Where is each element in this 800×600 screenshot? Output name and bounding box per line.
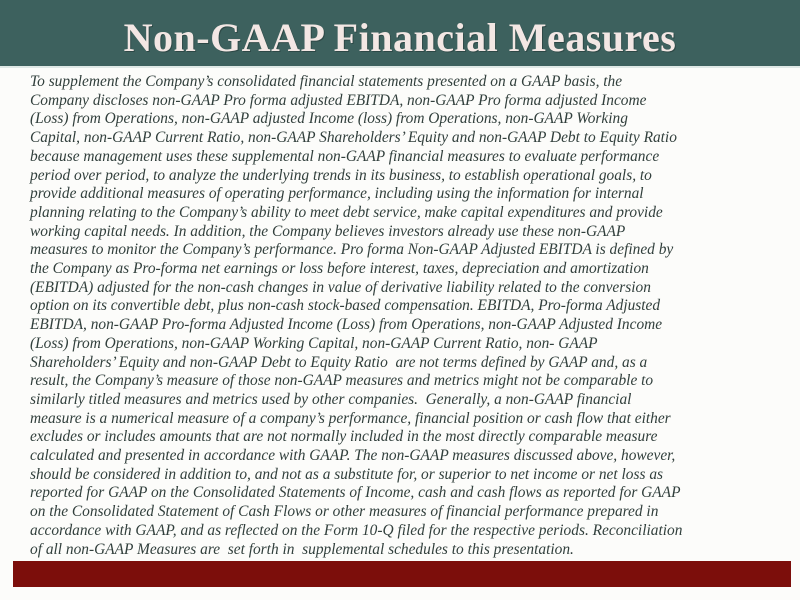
footer-accent-bar (13, 561, 791, 587)
body-line: option on its convertible debt, plus non… (30, 297, 661, 315)
body-line: accordance with GAAP, and as reflected o… (30, 521, 683, 539)
body-line: Company discloses non-GAAP Pro forma adj… (30, 91, 647, 109)
body-line: To supplement the Company’s consolidated… (30, 73, 623, 90)
body-line: excludes or includes amounts that are no… (30, 428, 658, 446)
body-line: (EBITDA) adjusted for the non-cash chang… (30, 278, 651, 296)
body-line: on the Consolidated Statement of Cash Fl… (30, 503, 659, 521)
body-line: result, the Company’s measure of those n… (30, 372, 654, 390)
body-line: provide additional measures of operating… (30, 185, 644, 203)
slide-title: Non-GAAP Financial Measures (123, 15, 677, 60)
body-line: of all non-GAAP Measures are set forth i… (30, 540, 574, 558)
body-line: reported for GAAP on the Consolidated St… (30, 484, 681, 502)
body-line: should be considered in addition to, and… (30, 465, 663, 483)
title-bar: Non-GAAP Financial Measures (0, 0, 800, 68)
body-line: Capital, non-GAAP Current Ratio, non-GAA… (30, 129, 677, 147)
body-line: Shareholders’ Equity and non-GAAP Debt t… (30, 353, 648, 371)
body-line: because management uses these supplement… (30, 147, 660, 165)
body-line: (Loss) from Operations, non-GAAP Working… (30, 334, 598, 352)
body-line: measures to monitor the Company’s perfor… (30, 241, 674, 259)
body-line: the Company as Pro-forma net earnings or… (30, 260, 649, 278)
body-line: similarly titled measures and metrics us… (30, 390, 632, 408)
body-line: period over period, to analyze the under… (30, 166, 652, 184)
body-line: (Loss) from Operations, non-GAAP adjuste… (30, 110, 628, 128)
body-line: measure is a numerical measure of a comp… (30, 409, 671, 427)
body-line: EBITDA, non-GAAP Pro-forma Adjusted Inco… (30, 316, 663, 334)
body-line: calculated and presented in accordance w… (30, 447, 676, 465)
body-line: planning relating to the Company’s abili… (30, 203, 663, 221)
body-text: To supplement the Company’s consolidated… (30, 73, 786, 559)
body-line: working capital needs. In addition, the … (30, 222, 626, 240)
